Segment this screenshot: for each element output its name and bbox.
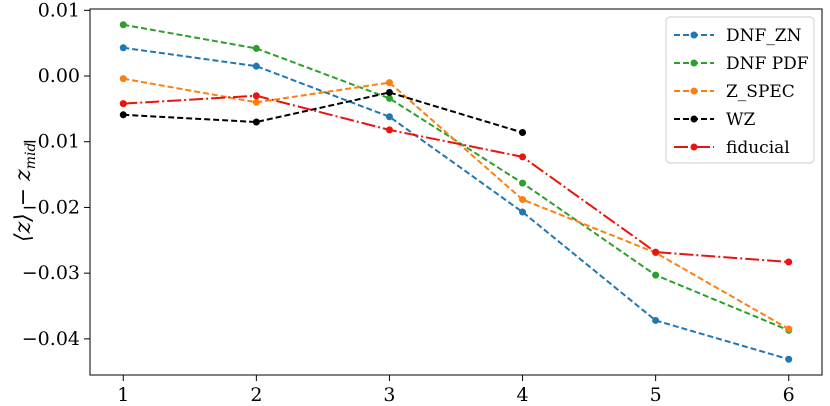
data-point bbox=[785, 355, 793, 363]
data-point bbox=[785, 325, 793, 333]
data-point bbox=[519, 179, 527, 187]
legend-label: Z_SPEC bbox=[726, 82, 795, 102]
series-fiducial bbox=[119, 92, 793, 266]
data-point bbox=[785, 258, 793, 266]
data-point bbox=[252, 62, 260, 70]
x-tick-label: 4 bbox=[516, 384, 528, 406]
data-point bbox=[652, 316, 660, 324]
legend-item: DNF_ZN bbox=[674, 26, 802, 46]
legend-item: fiducial bbox=[674, 138, 790, 158]
data-point bbox=[119, 111, 127, 119]
data-point bbox=[119, 75, 127, 83]
legend-swatch-marker bbox=[690, 115, 698, 123]
data-point bbox=[385, 88, 393, 96]
legend-box bbox=[665, 16, 815, 164]
series-line bbox=[123, 91, 523, 134]
data-point bbox=[385, 79, 393, 87]
series-dnf-pdf bbox=[119, 21, 793, 334]
legend-swatch-marker bbox=[690, 87, 698, 95]
data-point bbox=[385, 126, 393, 134]
y-tick-label: −0.03 bbox=[22, 262, 80, 284]
legend-swatch-marker bbox=[690, 59, 698, 67]
legend-label: WZ bbox=[726, 110, 755, 130]
legend-label: DNF PDF bbox=[726, 54, 809, 74]
legend-item: WZ bbox=[674, 110, 755, 130]
data-point bbox=[252, 44, 260, 52]
x-tick-label: 6 bbox=[783, 384, 795, 406]
x-axis: 1 2 3 4 5 6 bbox=[117, 375, 795, 406]
legend-item: DNF PDF bbox=[674, 54, 809, 74]
data-point bbox=[252, 92, 260, 100]
data-point bbox=[252, 118, 260, 126]
data-point bbox=[119, 21, 127, 29]
x-tick-label: 3 bbox=[383, 384, 395, 406]
data-point bbox=[252, 98, 260, 106]
legend-swatch-marker bbox=[690, 143, 698, 151]
data-point bbox=[385, 113, 393, 121]
x-tick-label: 5 bbox=[650, 384, 662, 406]
legend-swatch-marker bbox=[690, 31, 698, 39]
y-tick-label: −0.04 bbox=[22, 328, 80, 350]
data-point bbox=[119, 44, 127, 52]
data-point bbox=[519, 196, 527, 204]
series-line bbox=[123, 46, 790, 361]
series-wz bbox=[119, 88, 527, 137]
y-tick-label: −0.01 bbox=[22, 131, 80, 153]
legend: DNF_ZN DNF PDF Z_SPEC WZ fiducial bbox=[665, 16, 815, 164]
x-tick-label: 1 bbox=[117, 384, 129, 406]
data-point bbox=[519, 153, 527, 161]
series-line bbox=[123, 94, 789, 263]
data-point bbox=[652, 271, 660, 279]
data-point bbox=[119, 100, 127, 108]
x-tick-label: 2 bbox=[250, 384, 262, 406]
data-point bbox=[652, 248, 660, 256]
y-tick-label: 0.00 bbox=[38, 65, 80, 87]
legend-item: Z_SPEC bbox=[674, 82, 795, 102]
data-point bbox=[519, 208, 527, 216]
series-dnf-zn bbox=[119, 44, 793, 363]
legend-label: DNF_ZN bbox=[726, 26, 802, 46]
y-axis: 0.01 0.00 −0.01 −0.02 −0.03 −0.04 bbox=[22, 0, 90, 350]
data-point bbox=[519, 129, 527, 137]
series-line bbox=[123, 77, 790, 330]
series-group bbox=[119, 21, 793, 363]
y-tick-label: −0.02 bbox=[22, 196, 80, 218]
legend-label: fiducial bbox=[726, 138, 790, 158]
y-axis-label: ⟨z⟩ − zmid bbox=[11, 142, 39, 242]
y-tick-label: 0.01 bbox=[38, 0, 80, 21]
data-point bbox=[385, 94, 393, 102]
plot-area-frame bbox=[89, 8, 823, 376]
series-line bbox=[123, 23, 790, 332]
